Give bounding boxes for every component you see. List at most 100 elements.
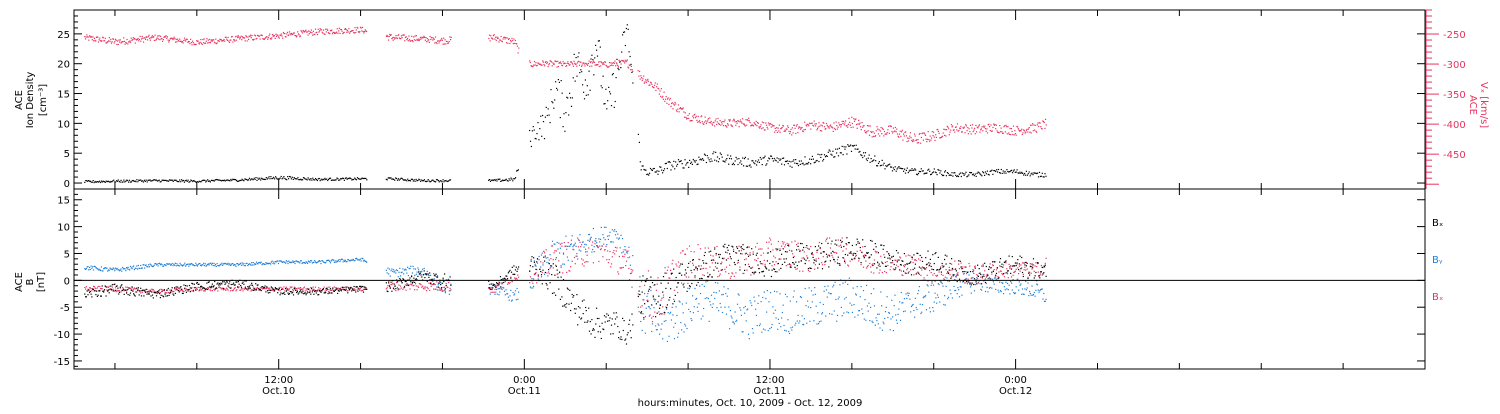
vx-speed-point	[974, 127, 976, 129]
by-component-point	[737, 293, 739, 295]
by-component-point	[247, 264, 249, 267]
bz-component-point	[1018, 265, 1020, 267]
vx-speed-point	[722, 121, 724, 123]
ion-density-point	[256, 179, 258, 181]
bx-component-point	[107, 290, 109, 292]
bx-component-point	[257, 284, 259, 286]
bz-component-point	[986, 273, 988, 275]
bz-component-point	[198, 290, 200, 292]
vx-speed-point	[292, 33, 294, 35]
vx-speed-point	[181, 41, 183, 43]
by-component-point	[91, 267, 93, 269]
by-component-point	[940, 281, 942, 283]
bz-component-point	[359, 289, 361, 291]
vx-speed-point	[271, 37, 273, 39]
vx-speed-point	[866, 125, 869, 127]
by-component-point	[554, 243, 556, 245]
vx-speed-point	[787, 125, 789, 127]
bz-component-point	[529, 276, 531, 278]
ion-density-point	[961, 172, 963, 174]
vx-speed-point	[413, 39, 415, 41]
bz-component-point	[695, 267, 697, 269]
by-component-point	[589, 238, 591, 240]
bx-component-point	[151, 291, 153, 293]
vx-speed-point	[443, 43, 445, 45]
bx-component-point	[135, 291, 137, 293]
vx-speed-point	[729, 120, 731, 122]
bz-component-point	[936, 274, 939, 276]
bx-component-point	[160, 294, 162, 296]
ion-density-point	[947, 172, 949, 174]
by-component-point	[910, 305, 913, 308]
by-component-point	[665, 320, 667, 322]
by-component-point	[870, 293, 872, 295]
bz-component-point	[589, 239, 591, 241]
by-component-point	[966, 278, 968, 280]
by-component-point	[242, 264, 244, 266]
by-component-point	[877, 313, 879, 315]
by-component-point	[753, 296, 755, 298]
vx-speed-point	[197, 40, 199, 42]
by-component-point	[770, 326, 772, 329]
vx-speed-point	[956, 129, 958, 131]
bz-component-point	[1043, 265, 1045, 267]
ion-density-point	[602, 75, 604, 77]
vx-speed-point	[706, 121, 708, 123]
ion-density-point	[863, 155, 866, 157]
ion-density-point	[575, 57, 577, 59]
by-component-point	[696, 306, 698, 308]
ion-density-point	[741, 163, 743, 165]
vx-speed-point	[91, 36, 93, 38]
vx-speed-point	[580, 61, 582, 63]
ion-density-point	[604, 103, 606, 105]
bz-component-point	[325, 288, 327, 290]
vx-speed-point	[982, 130, 984, 132]
bx-component-point	[161, 290, 163, 293]
by-component-point	[920, 312, 922, 315]
vx-speed-point	[664, 100, 666, 102]
bz-component-point	[1022, 273, 1024, 275]
vx-speed-point	[792, 132, 794, 134]
bz-component-point	[714, 246, 716, 248]
vx-speed-point	[210, 40, 212, 42]
ion-density-point	[903, 170, 905, 172]
by-component-point	[518, 291, 520, 293]
bz-component-point	[1025, 261, 1027, 264]
by-component-point	[275, 261, 277, 263]
by-component-point	[170, 264, 172, 266]
vx-speed-point	[616, 63, 618, 65]
vx-speed-point	[362, 31, 364, 33]
bz-component-point	[648, 306, 650, 308]
bz-component-point	[767, 247, 769, 249]
vx-speed-point	[858, 123, 860, 125]
ion-density-point	[171, 179, 173, 181]
bz-component-point	[673, 289, 676, 291]
vx-speed-point	[245, 35, 247, 37]
vx-speed-point	[1032, 130, 1034, 132]
vx-speed-point	[226, 38, 228, 40]
vx-speed-point	[1001, 131, 1003, 133]
bz-component-point	[600, 248, 602, 250]
bx-component-point	[241, 282, 243, 284]
bx-component-point	[491, 288, 493, 291]
by-component-point	[191, 263, 193, 265]
bz-component-point	[777, 240, 779, 243]
ion-density-point	[829, 150, 831, 152]
by-component-point	[815, 305, 817, 307]
bz-component-point	[780, 258, 782, 260]
bx-component-point	[361, 285, 363, 287]
bz-component-point	[203, 290, 205, 292]
ion-density-point	[902, 168, 904, 170]
by-component-point	[124, 268, 126, 270]
ion-density-point	[939, 172, 941, 174]
ion-density-point	[652, 168, 654, 170]
vx-speed-point	[261, 34, 263, 37]
by-component-point	[538, 255, 540, 258]
vx-speed-point	[99, 40, 102, 42]
bz-component-point	[665, 306, 667, 308]
bx-component-point	[275, 287, 277, 290]
bz-component-point	[431, 284, 433, 286]
ion-density-point	[182, 179, 185, 182]
bz-component-point	[651, 317, 653, 319]
by-component-point	[862, 313, 864, 315]
